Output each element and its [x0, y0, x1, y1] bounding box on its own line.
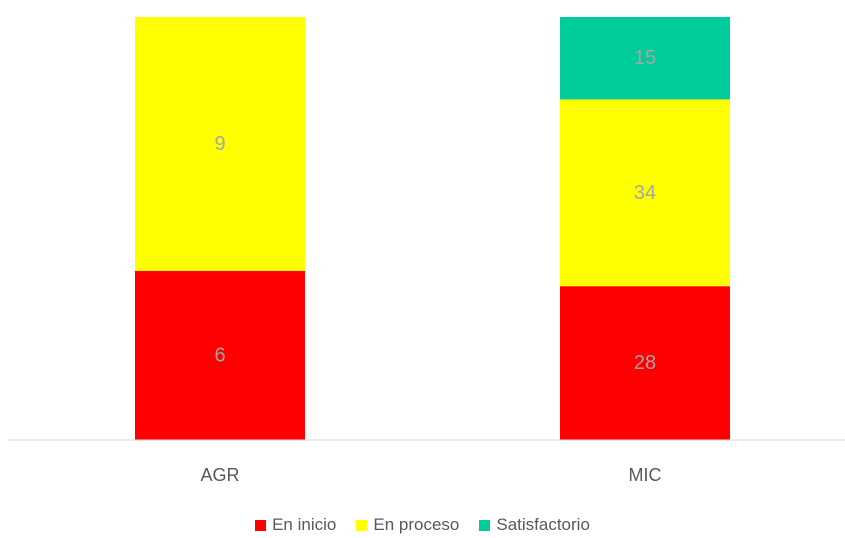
x-tick-label-agr: AGR [200, 465, 239, 485]
legend-swatch-en-inicio [255, 519, 267, 531]
bar-agr-en-inicio [135, 270, 305, 440]
bars-group [135, 17, 730, 440]
bar-mic-en-proceso [560, 99, 730, 287]
legend-label-satisfactorio: Satisfactorio [496, 515, 590, 534]
legend-item-satisfactorio: Satisfactorio [479, 515, 590, 535]
stacked-bar-chart: 6 9 28 34 15 AGR MIC [8, 17, 845, 485]
x-tick-labels-group: AGR MIC [200, 465, 661, 485]
data-label-agr-en-proceso: 9 [214, 133, 225, 155]
legend-label-en-proceso: En proceso [373, 515, 460, 534]
legend-label-en-inicio: En inicio [272, 515, 337, 534]
data-labels-group: 6 9 28 34 15 [214, 47, 656, 374]
legend-swatch-en-proceso [356, 519, 368, 531]
x-tick-label-mic: MIC [629, 465, 662, 485]
legend-item-en-proceso: En proceso [356, 515, 459, 535]
data-label-agr-en-inicio: 6 [214, 344, 225, 366]
bar-agr-en-proceso [135, 17, 305, 271]
legend: En inicio En proceso Satisfactorio [0, 512, 845, 538]
data-label-mic-en-proceso: 34 [634, 182, 656, 204]
bar-mic-en-inicio [560, 286, 730, 440]
legend-item-en-inicio: En inicio [255, 515, 336, 535]
data-label-mic-en-inicio: 28 [634, 352, 656, 374]
data-label-mic-satisfactorio: 15 [634, 47, 656, 69]
bar-mic-satisfactorio [560, 17, 730, 100]
legend-swatch-satisfactorio [479, 519, 491, 531]
